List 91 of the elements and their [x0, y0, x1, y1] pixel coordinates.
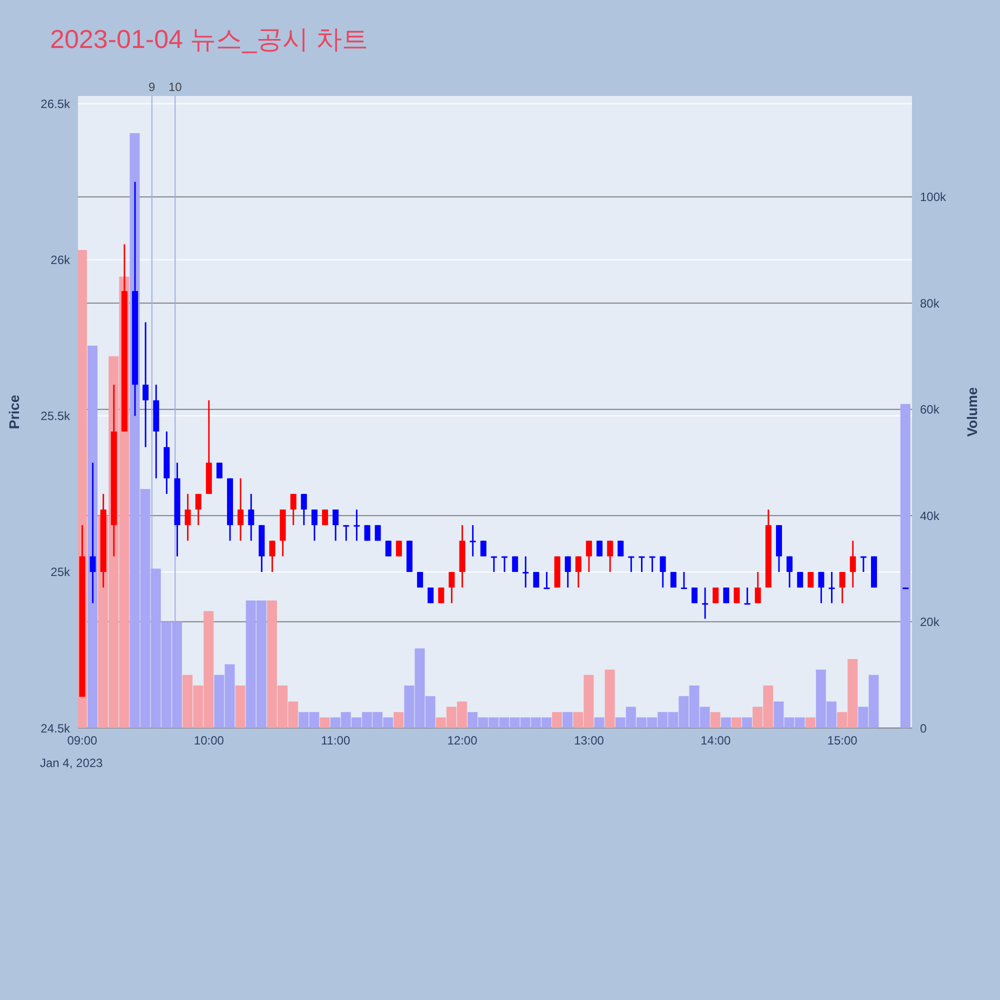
- candlestick: [269, 540, 276, 573]
- candlestick: [332, 508, 339, 542]
- bar: [742, 717, 752, 728]
- x-tick-label: 11:00: [321, 734, 350, 748]
- candlestick: [692, 586, 698, 604]
- y-tick-label: 25k: [50, 565, 71, 580]
- candlestick: [839, 571, 846, 604]
- candlestick: [238, 478, 244, 542]
- candlestick: [290, 493, 296, 526]
- candlestick: [438, 586, 444, 604]
- candlestick: [860, 556, 866, 573]
- candlestick: [734, 586, 740, 604]
- candlestick: [712, 586, 719, 604]
- y-tick-label: 26.5k: [40, 97, 71, 112]
- candlestick: [786, 556, 793, 588]
- candlestick: [490, 556, 497, 573]
- bar: [394, 712, 404, 728]
- candlestick: [828, 571, 835, 604]
- bar: [594, 717, 604, 728]
- candlestick: [628, 556, 634, 573]
- candlestick: [374, 524, 381, 542]
- candlestick: [702, 586, 708, 620]
- candlestick: [618, 540, 624, 558]
- bar: [720, 717, 731, 728]
- candlestick: [364, 524, 370, 542]
- y-tick-label: 24.5k: [40, 721, 71, 736]
- candlestick: [90, 462, 96, 604]
- text: Jan 4, 2023: [40, 756, 103, 770]
- x-tick-label: 15:00: [827, 734, 858, 748]
- candlestick: [216, 462, 222, 480]
- y2-tick-label: 60k: [920, 402, 940, 417]
- bar: [320, 717, 330, 728]
- candlestick: [300, 493, 307, 526]
- candlestick: [649, 556, 656, 573]
- y2-tick-label: 80k: [920, 296, 940, 310]
- candlestick: [428, 586, 434, 604]
- candlestick: [142, 322, 149, 448]
- x-tick-label: 09:00: [67, 734, 98, 748]
- candlestick: [184, 493, 191, 542]
- candlestick: [311, 508, 318, 542]
- y-axis-title: Price: [6, 394, 22, 430]
- bar: [710, 712, 720, 728]
- candlestick: [544, 571, 550, 590]
- y2-tick-label: 20k: [920, 615, 940, 630]
- y2-tick-label: 100k: [920, 190, 948, 204]
- y-tick-label: 26k: [50, 253, 71, 268]
- y2-axis-title: Volume: [964, 387, 980, 437]
- candlestick: [564, 556, 571, 588]
- bar: [552, 712, 562, 728]
- candlestick: [607, 540, 614, 573]
- candlestick: [470, 524, 476, 558]
- candlestick: [322, 508, 328, 526]
- y2-tick-label: 40k: [920, 508, 940, 523]
- candlestick: [818, 571, 824, 604]
- candlestick: [195, 493, 202, 526]
- x-tick-label: 12:00: [447, 734, 478, 748]
- ref-line-label: 9: [148, 80, 156, 94]
- candlestick: [586, 540, 592, 573]
- x-tick-label: 14:00: [700, 734, 731, 748]
- candlestick: [512, 556, 518, 573]
- x-tick-label: 13:00: [574, 734, 604, 748]
- y2-tick-label: 0: [920, 721, 927, 736]
- candlestick: [638, 556, 645, 573]
- candlestick: [744, 586, 750, 605]
- candlestick: [660, 556, 666, 588]
- candlestick: [850, 540, 856, 588]
- candlestick: [522, 556, 529, 588]
- bar: [88, 346, 98, 728]
- chart-title: 2023-01-04 뉴스_공시 차트: [50, 23, 368, 56]
- bar: [562, 712, 573, 728]
- candlestick: [575, 556, 582, 588]
- candlestick: [480, 540, 486, 558]
- bar: [235, 686, 246, 728]
- candlestick: [680, 571, 687, 590]
- candlestick: [596, 540, 603, 558]
- bar: [731, 717, 742, 728]
- candlestick: [502, 556, 508, 573]
- candlestick: [754, 571, 761, 604]
- candlestick: [448, 571, 455, 604]
- bar: [604, 670, 615, 728]
- candlestick: [354, 508, 360, 542]
- candlestick: [343, 524, 350, 542]
- candlestick: [723, 586, 730, 604]
- candlestick: [248, 493, 254, 542]
- y-tick-label: 25.5k: [40, 409, 71, 424]
- x-tick-label: 10:00: [194, 734, 224, 748]
- candlestick: [396, 540, 402, 558]
- ref-line-label: 10: [168, 80, 182, 94]
- bar: [900, 404, 910, 728]
- bar: [805, 717, 816, 728]
- candlestick: [385, 540, 392, 558]
